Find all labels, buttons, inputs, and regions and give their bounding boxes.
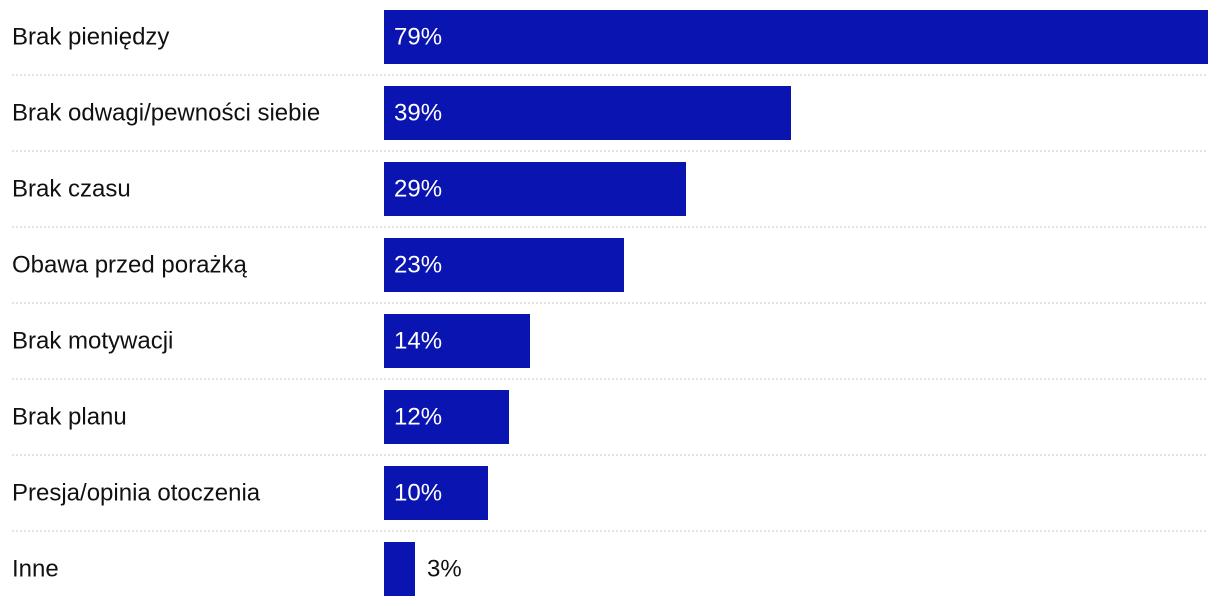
category-label-brak-planu: Brak planu xyxy=(12,404,127,431)
bar-brak-pieniedzy xyxy=(384,10,1208,64)
value-label-brak-pieniedzy: 79% xyxy=(394,24,442,51)
category-label-brak-czasu: Brak czasu xyxy=(12,176,131,203)
bar-obawa-przed-porazka xyxy=(384,238,624,292)
value-label-brak-czasu: 29% xyxy=(394,176,442,203)
value-label-presja-opinia-otoczenia: 10% xyxy=(394,480,442,507)
category-label-inne: Inne xyxy=(12,556,59,583)
bar-presja-opinia-otoczenia xyxy=(384,466,488,520)
bar-brak-czasu xyxy=(384,162,686,216)
category-label-brak-pieniedzy: Brak pieniędzy xyxy=(12,24,169,51)
value-labels: 79% 39% 29% 23% 14% 12% 10% 3% xyxy=(394,24,462,583)
bars xyxy=(384,10,1208,596)
row-separators xyxy=(12,74,1208,532)
value-label-brak-planu: 12% xyxy=(394,404,442,431)
bar-brak-odwagi-pewnosci-siebie xyxy=(384,86,791,140)
category-label-brak-motywacji: Brak motywacji xyxy=(12,328,173,355)
category-label-presja-opinia-otoczenia: Presja/opinia otoczenia xyxy=(12,480,261,507)
category-label-obawa-przed-porazka: Obawa przed porażką xyxy=(12,252,247,279)
value-label-inne: 3% xyxy=(427,556,462,583)
bar-brak-motywacji xyxy=(384,314,530,368)
bar-inne xyxy=(384,542,415,596)
bar-brak-planu xyxy=(384,390,509,444)
category-label-brak-odwagi-pewnosci-siebie: Brak odwagi/pewności siebie xyxy=(12,100,320,127)
value-label-obawa-przed-porazka: 23% xyxy=(394,252,442,279)
category-labels: Brak pieniędzy Brak odwagi/pewności siebi… xyxy=(12,24,320,583)
value-label-brak-motywacji: 14% xyxy=(394,328,442,355)
value-label-brak-odwagi-pewnosci-siebie: 39% xyxy=(394,100,442,127)
